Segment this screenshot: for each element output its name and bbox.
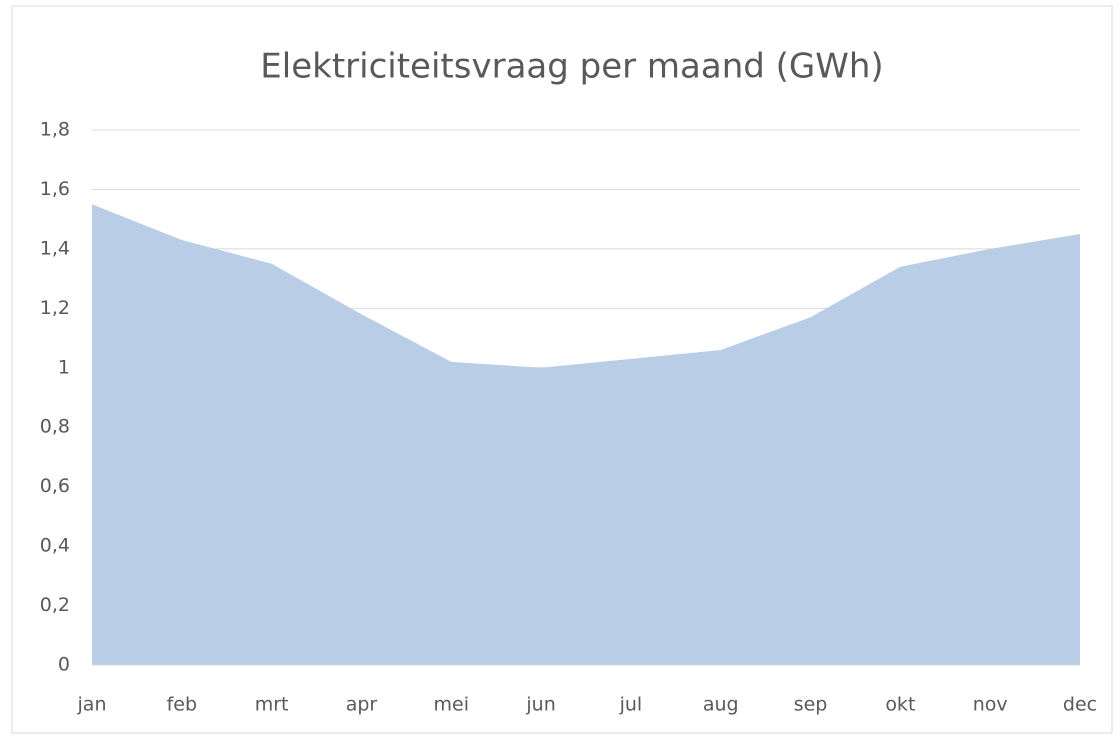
y-tick-label: 0,6 <box>40 475 70 497</box>
x-tick-label: mei <box>434 694 469 716</box>
x-tick-label: nov <box>973 694 1008 716</box>
x-tick-label: aug <box>703 694 739 716</box>
y-tick-label: 0,2 <box>40 594 70 616</box>
x-tick-label: dec <box>1063 694 1097 716</box>
y-tick-label: 0,8 <box>40 416 70 438</box>
y-tick-label: 1,8 <box>40 119 70 141</box>
y-tick-label: 1 <box>58 356 70 378</box>
y-tick-label: 1,2 <box>40 297 70 319</box>
x-tick-label: jul <box>619 694 643 716</box>
x-tick-label: okt <box>885 694 915 716</box>
x-tick-label: feb <box>167 694 197 716</box>
y-tick-label: 1,4 <box>40 237 70 259</box>
x-tick-label: sep <box>794 694 828 716</box>
x-tick-label: jan <box>77 694 107 716</box>
chart-title: Elektriciteitsvraag per maand (GWh) <box>260 47 883 87</box>
area <box>92 204 1080 666</box>
y-tick-label: 0 <box>58 654 70 676</box>
x-tick-label: apr <box>346 694 378 716</box>
x-tick-label: jun <box>525 694 555 716</box>
x-tick-label: mrt <box>255 694 289 716</box>
y-tick-label: 0,4 <box>40 535 70 557</box>
y-tick-label: 1,6 <box>40 178 70 200</box>
